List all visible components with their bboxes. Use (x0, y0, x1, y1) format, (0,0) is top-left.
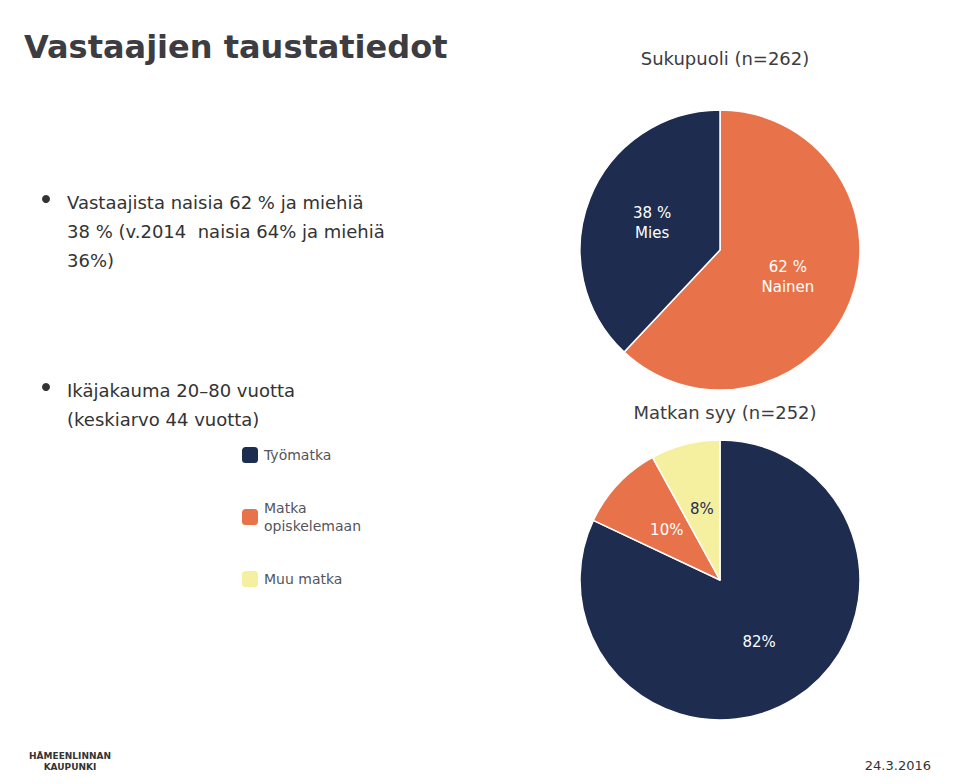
svg-text:Vastaajista naisia 62 % ja mie: Vastaajista naisia 62 % ja miehiä (67, 192, 363, 213)
svg-text:82%: 82% (742, 633, 775, 651)
svg-text:opiskelemaan: opiskelemaan (264, 518, 361, 534)
svg-text:24.3.2016: 24.3.2016 (865, 758, 931, 773)
svg-text:Muu matka: Muu matka (264, 571, 342, 587)
svg-text:Vastaajien taustatiedot: Vastaajien taustatiedot (24, 28, 447, 66)
svg-text:8%: 8% (690, 500, 714, 518)
svg-text:Mies: Mies (635, 224, 669, 242)
svg-text:38 %: 38 % (633, 204, 671, 222)
svg-text:38 % (v.2014 naisia 64% ja mi: 38 % (v.2014 naisia 64% ja miehiä (67, 221, 385, 242)
svg-text:KAUPUNKI: KAUPUNKI (44, 762, 97, 772)
svg-text:Matka: Matka (264, 500, 307, 516)
svg-text:10%: 10% (650, 521, 683, 539)
svg-text:36%): 36%) (67, 250, 114, 271)
svg-text:(keskiarvo 44 vuotta): (keskiarvo 44 vuotta) (67, 409, 259, 430)
svg-text:HÄMEENLINNAN: HÄMEENLINNAN (29, 751, 111, 761)
svg-text:Ikäjakauma 20–80 vuotta: Ikäjakauma 20–80 vuotta (67, 380, 295, 401)
svg-text:Matkan syy (n=252): Matkan syy (n=252) (633, 402, 816, 423)
svg-text:62 %: 62 % (769, 258, 807, 276)
svg-text:Nainen: Nainen (761, 278, 814, 296)
svg-text:Työmatka: Työmatka (263, 447, 331, 463)
svg-text:Sukupuoli (n=262): Sukupuoli (n=262) (641, 48, 810, 69)
